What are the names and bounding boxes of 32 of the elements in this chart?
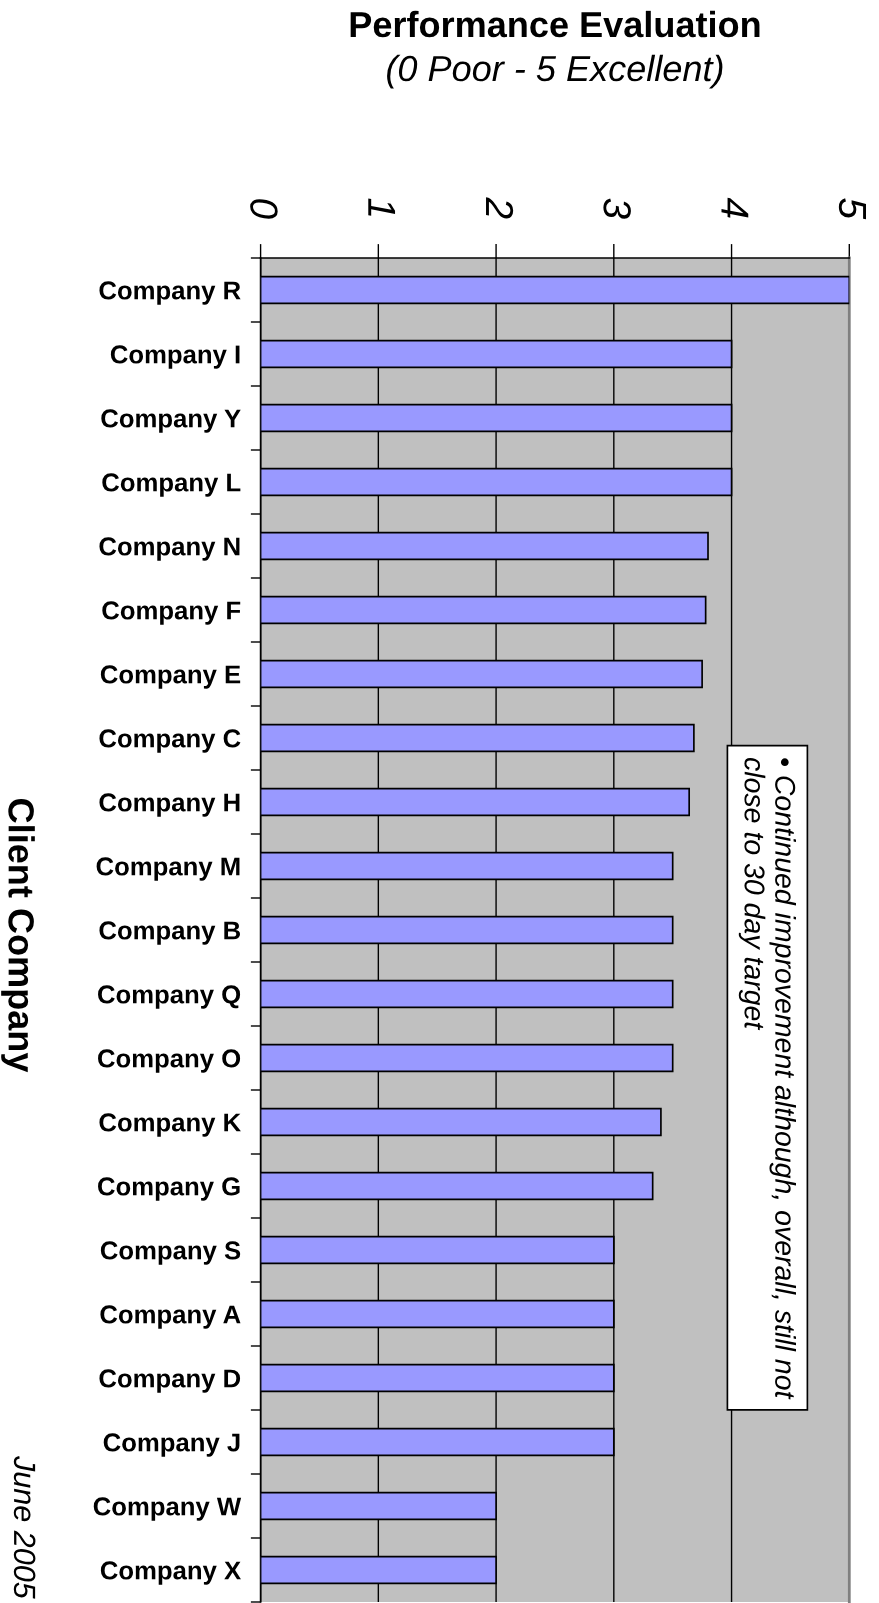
y-tick-label: Company B — [99, 921, 240, 945]
chart-title: Performance Evaluation — [350, 10, 760, 38]
y-tick-label: Company K — [99, 1113, 241, 1137]
y-tick-label: Company R — [99, 281, 241, 305]
x-tick-label: 2 — [486, 197, 514, 219]
y-tick-label: Company I — [110, 345, 240, 369]
y-tick-label: Company W — [93, 1497, 242, 1521]
y-tick-label: Company Y — [101, 409, 241, 433]
y-tick-label: Company X — [100, 1561, 241, 1585]
y-axis-title: Client Company — [1, 799, 35, 1073]
y-tick-label: Company L — [102, 473, 241, 497]
y-tick-label: Company N — [99, 537, 240, 561]
chart-subtitle: (0 Poor - 5 Excellent) — [387, 54, 723, 89]
x-tick-label: 5 — [838, 198, 866, 220]
x-tick-label: 0 — [250, 199, 278, 219]
y-tick-label: Company S — [100, 1241, 241, 1265]
x-tick-label: 3 — [603, 198, 631, 219]
y-tick-label: Company A — [100, 1305, 241, 1329]
y-tick-label: Company D — [99, 1369, 241, 1393]
text: June 2005 — [13, 1455, 36, 1599]
y-tick-label: Company C — [99, 729, 241, 753]
y-tick-label: Company E — [100, 665, 241, 689]
y-tick-label: Company Q — [98, 985, 241, 1009]
x-tick-label: 1 — [368, 198, 396, 216]
y-tick-label: Company H — [99, 793, 240, 817]
y-tick-label: Company O — [98, 1049, 241, 1073]
x-tick-label: 4 — [721, 197, 749, 218]
annotation: • Continued improvement although, overall, still not close to 30 day target — [738, 757, 796, 1400]
y-tick-label: Company J — [103, 1433, 240, 1457]
y-tick-label: Company G — [98, 1177, 240, 1201]
y-tick-label: Company M — [96, 857, 240, 881]
y-tick-label: Company F — [102, 601, 241, 625]
